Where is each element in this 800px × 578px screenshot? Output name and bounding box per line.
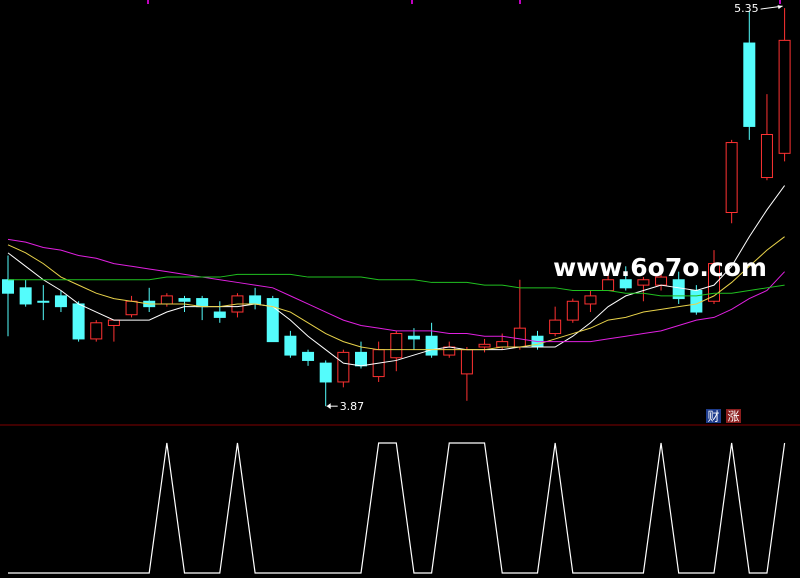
candle-body bbox=[496, 341, 509, 348]
candle-body bbox=[213, 311, 226, 318]
candle-body bbox=[760, 133, 773, 179]
annotation-arrowhead bbox=[777, 5, 783, 10]
candle-body bbox=[72, 303, 85, 340]
candle-body bbox=[549, 319, 562, 335]
candle-body bbox=[584, 295, 597, 305]
candle-body bbox=[425, 335, 438, 356]
candle-body bbox=[690, 290, 703, 313]
candle-body bbox=[178, 298, 191, 302]
candle-body bbox=[778, 39, 791, 154]
candle-body bbox=[2, 279, 14, 294]
toolbar-button[interactable]: 财 bbox=[707, 410, 719, 424]
candle-body bbox=[478, 343, 491, 348]
candle-body bbox=[37, 300, 50, 303]
candle-body bbox=[513, 327, 526, 348]
candle-body bbox=[566, 300, 579, 321]
candle-body bbox=[90, 322, 103, 340]
candle-body bbox=[125, 300, 138, 316]
candle-body bbox=[284, 335, 297, 356]
candle-body bbox=[672, 279, 685, 300]
high-label: 5.35 bbox=[734, 2, 759, 15]
candle-body bbox=[160, 295, 173, 305]
candle-body bbox=[390, 333, 403, 359]
candle-body bbox=[725, 142, 738, 213]
candle-body bbox=[708, 263, 720, 302]
annotation-arrowhead bbox=[326, 403, 331, 410]
candle-body bbox=[19, 287, 32, 305]
indicator-line bbox=[8, 442, 786, 574]
moving-average bbox=[7, 185, 786, 367]
moving-average bbox=[8, 273, 785, 297]
candle-body bbox=[107, 319, 120, 326]
toolbar-button-bg bbox=[726, 409, 741, 423]
top-markers bbox=[147, 0, 781, 4]
toolbar-button[interactable]: 涨 bbox=[727, 409, 739, 424]
watermark: www.6o7o.com bbox=[553, 253, 767, 282]
candle-body bbox=[319, 362, 332, 383]
candle-body bbox=[249, 295, 262, 305]
moving-average bbox=[7, 238, 785, 343]
candle-body bbox=[460, 349, 473, 375]
candle-body bbox=[407, 335, 420, 340]
candle-body bbox=[619, 279, 632, 289]
candle-body bbox=[355, 351, 367, 367]
toolbar-button-bg bbox=[706, 409, 721, 423]
candle-body bbox=[302, 351, 315, 361]
low-label: 3.87 bbox=[340, 400, 365, 413]
candle-body bbox=[743, 42, 756, 127]
candle-body bbox=[637, 279, 650, 286]
candle-body bbox=[337, 351, 350, 383]
moving-average bbox=[7, 236, 785, 351]
candle-body bbox=[266, 298, 279, 343]
candle-body bbox=[54, 295, 67, 308]
candle-body bbox=[196, 298, 209, 308]
candle-body bbox=[443, 346, 456, 356]
